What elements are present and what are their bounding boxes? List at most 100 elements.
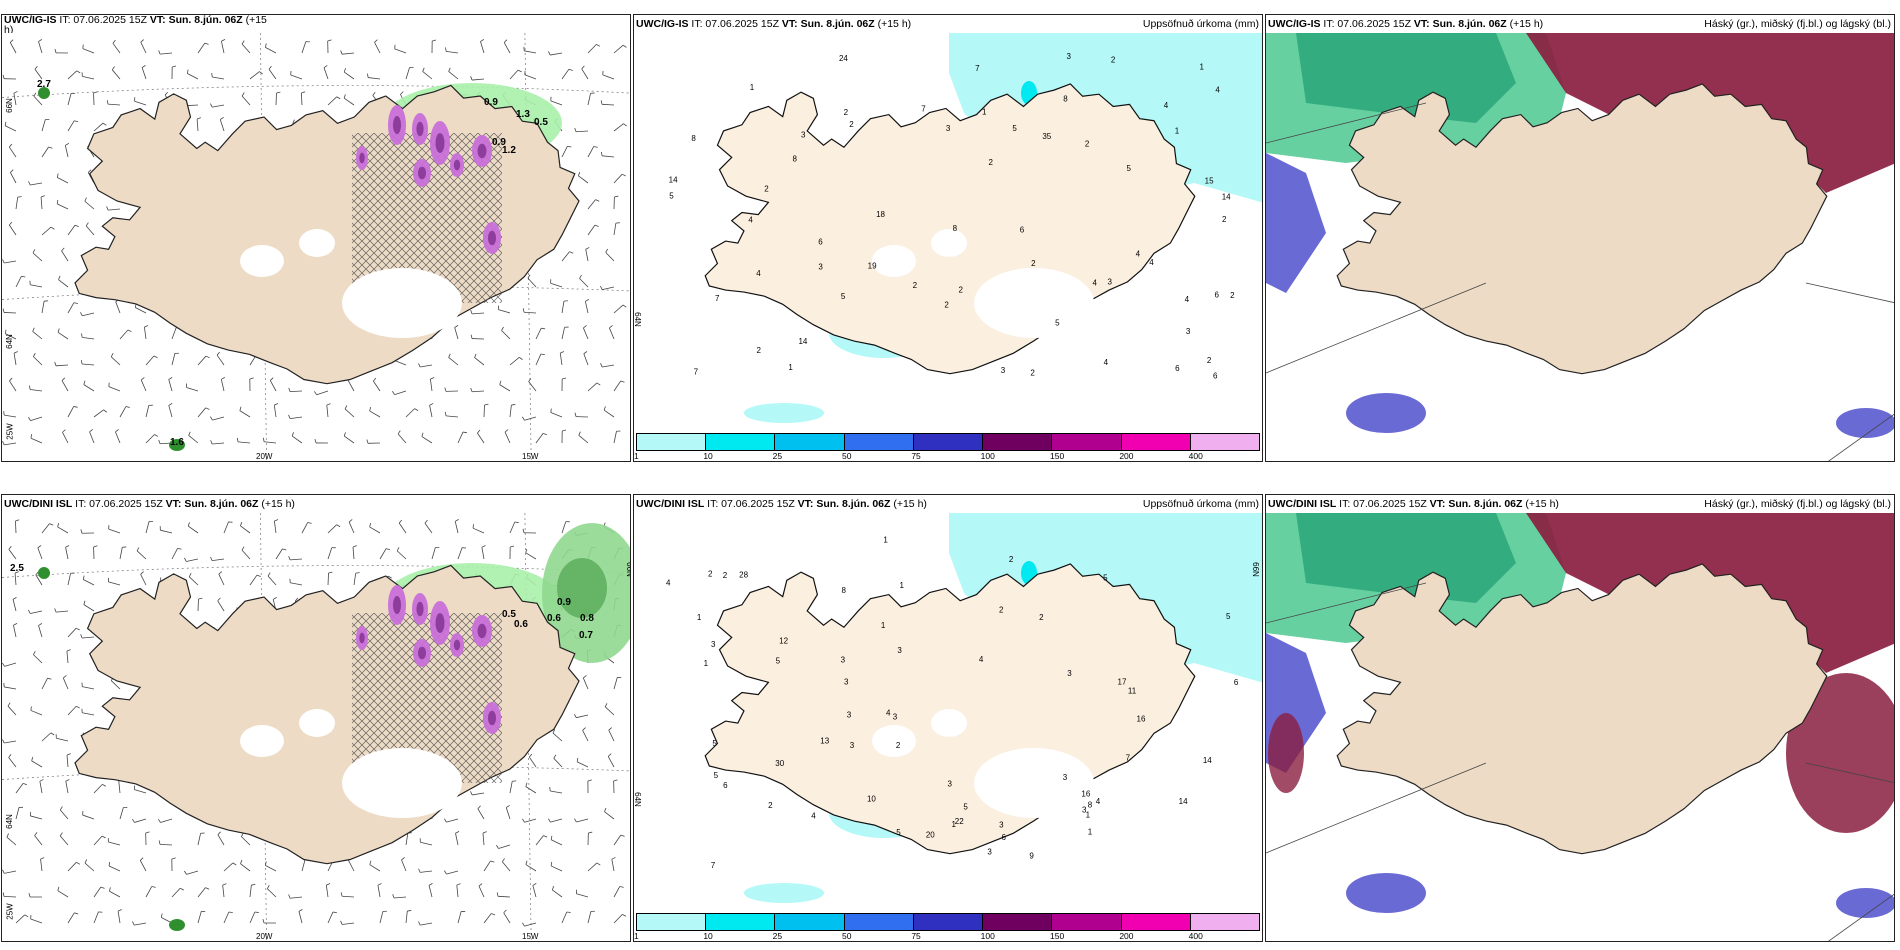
legend-swatch — [913, 914, 984, 930]
precip-value-label: 2 — [913, 281, 918, 290]
precip-value-label: 1 — [951, 820, 956, 829]
legend-swatch — [775, 914, 845, 930]
precip-value-label: 1 — [1088, 827, 1093, 836]
precip-value-label: 4 — [811, 812, 816, 821]
precip-value-label: 1 — [900, 581, 905, 590]
precip-value-label: 6 — [818, 238, 823, 247]
panel-title: UWC/IG-IS IT: 07.06.2025 15Z VT: Sun. 8.… — [1268, 18, 1544, 30]
legend-tick-label: 10 — [703, 451, 713, 461]
precip-value-label: 8 — [691, 134, 696, 143]
precip-value-label: 2 — [999, 606, 1004, 615]
legend-tick-label: 400 — [1188, 931, 1203, 941]
precip-value-label: 5 — [1012, 124, 1017, 133]
legend-swatch — [706, 914, 776, 930]
cloud-title: Háský (gr.), miðský (fj.bl.) og lágský (… — [1704, 498, 1891, 510]
cape-value-label: 2.7 — [37, 79, 51, 90]
precip-value-label: 1 — [788, 363, 793, 372]
legend-swatch — [637, 434, 707, 450]
legend-tick-label: 150 — [1050, 451, 1065, 461]
legend-swatch — [844, 434, 914, 450]
precip-value-label: 2 — [1222, 215, 1227, 224]
lat-label-66n: 66N — [624, 562, 631, 577]
precip-legend: 1 10 25 50 75 100 150 200 400 — [634, 913, 1260, 941]
lat-label-64n: 64N — [4, 814, 14, 829]
precip-legend: 1 10 25 50 75 100 150 200 400 — [634, 433, 1260, 461]
lat-label-66n: 66N — [4, 98, 14, 113]
precip-value-label: 5 — [896, 828, 901, 837]
precip-value-label: 3 — [1186, 327, 1191, 336]
precip-value-label: 24 — [839, 54, 848, 63]
lat-label-64n: 64N — [633, 312, 642, 327]
precip-value-label: 3 — [946, 124, 951, 133]
cape-value-label: 0.9 — [484, 97, 498, 108]
panel-title: UWC/IG-IS IT: 07.06.2025 15Z VT: Sun. 8.… — [4, 14, 267, 36]
iceland-cloud-map — [1266, 33, 1894, 461]
precip-value-label: 4 — [756, 269, 761, 278]
legend-tick-label: 75 — [911, 931, 921, 941]
precip-value-label: 16 — [1081, 789, 1090, 798]
precip-value-label: 5 — [1126, 164, 1131, 173]
precip-value-label: 6 — [723, 781, 728, 790]
precip-value-label: 3 — [1001, 366, 1006, 375]
precip-value-label: 6 — [1215, 291, 1220, 300]
precip-value-label: 5 — [1055, 319, 1060, 328]
legend-tick-label: 25 — [772, 451, 783, 461]
precip-value-label: 8 — [1063, 94, 1068, 103]
precip-value-label: 1 — [704, 659, 709, 668]
precip-value-label: 2 — [764, 185, 769, 194]
precip-value-label: 4 — [1164, 101, 1169, 110]
precip-value-label: 7 — [921, 104, 926, 113]
precip-value-label: 4 — [1096, 797, 1101, 806]
precip-value-label: 4 — [886, 708, 891, 717]
legend-tick-label: 50 — [842, 931, 852, 941]
precip-value-label: 2 — [1030, 368, 1035, 377]
precip-value-label: 17 — [1118, 677, 1127, 686]
precip-value-label: 4 — [1149, 258, 1154, 267]
legend-swatch — [1190, 914, 1259, 930]
cape-value-label: 0.6 — [547, 613, 561, 624]
legend-swatch — [844, 914, 914, 930]
legend-tick-label: 150 — [1050, 931, 1065, 941]
precip-value-label: 14 — [1179, 797, 1188, 806]
precip-value-label: 3 — [999, 820, 1004, 829]
cape-value-label: 0.8 — [580, 613, 594, 624]
precip-value-label: 18 — [876, 210, 885, 219]
cape-value-label: 2.5 — [10, 563, 24, 574]
cape-value-label: 1.6 — [170, 437, 184, 448]
lon-label-20w: 20W — [256, 452, 273, 461]
precip-value-label: 28 — [739, 571, 748, 580]
precip-value-label: 8 — [953, 224, 958, 233]
precip-value-label: 1 — [883, 535, 888, 544]
precip-value-label: 3 — [948, 780, 953, 789]
precip-value-label: 4 — [1093, 278, 1098, 287]
iceland-cloud-map — [1266, 513, 1894, 941]
wind-cape-panel-dini: UWC/DINI ISL IT: 07.06.2025 15Z VT: Sun.… — [1, 494, 631, 942]
legend-tick-label: 50 — [842, 451, 852, 461]
precip-panel-dini: UWC/DINI ISL IT: 07.06.2025 15Z VT: Sun.… — [633, 494, 1263, 942]
precip-value-label: 5 — [712, 739, 717, 748]
iceland-wind-map: 2.70.91.30.51.20.91.6 — [2, 33, 630, 461]
lat-label-64n: 64N — [633, 792, 642, 807]
precip-value-label: 5 — [841, 292, 846, 301]
legend-swatch — [913, 434, 984, 450]
precip-value-label: 4 — [979, 655, 984, 664]
precip-value-label: 2 — [768, 801, 773, 810]
legend-swatch — [1052, 914, 1122, 930]
panel-title: UWC/IG-IS IT: 07.06.2025 15Z VT: Sun. 8.… — [636, 18, 912, 30]
lon-label-25w: 25W — [5, 423, 15, 440]
legend-colorbar — [636, 913, 1260, 931]
precip-value-label: 5 — [1103, 574, 1108, 583]
iceland-precip-map: 5544662251712301420956168141128165334238… — [634, 513, 1262, 913]
precip-value-label: 9 — [1029, 851, 1034, 860]
panel-title: UWC/DINI ISL IT: 07.06.2025 15Z VT: Sun.… — [636, 498, 927, 510]
precip-value-label: 8 — [841, 586, 846, 595]
cape-value-label: 1.3 — [516, 109, 530, 120]
lat-label-64n: 64N — [4, 334, 14, 349]
precip-value-label: 2 — [708, 570, 713, 579]
lon-label-15w: 15W — [522, 452, 539, 461]
precip-value-label: 3 — [1066, 52, 1071, 61]
cloud-panel-igis: UWC/IG-IS IT: 07.06.2025 15Z VT: Sun. 8.… — [1265, 14, 1895, 462]
lon-label-25w: 25W — [5, 903, 15, 920]
precip-value-label: 2 — [1207, 356, 1212, 365]
precip-title: Uppsöfnuð úrkoma (mm) — [1142, 498, 1259, 510]
